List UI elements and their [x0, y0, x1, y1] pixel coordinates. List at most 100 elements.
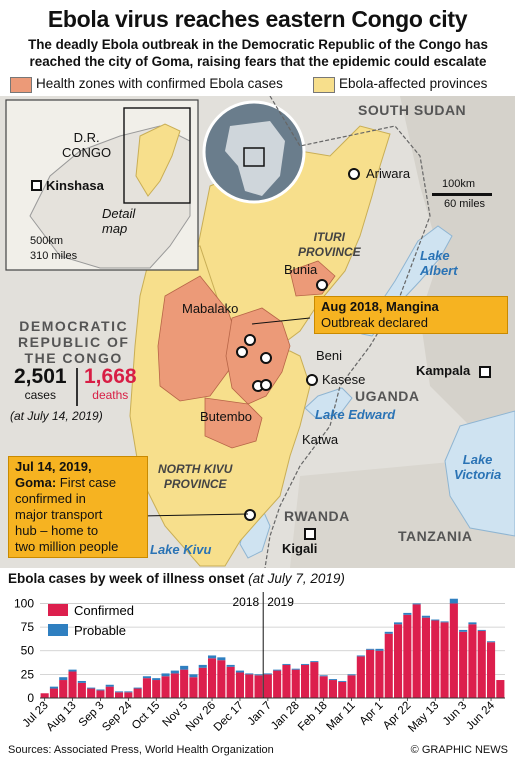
confirmed-bar [273, 670, 282, 698]
year-label-2019: 2019 [267, 595, 294, 609]
mangina-callout-text: Outbreak declared [321, 315, 428, 330]
lake-victoria [444, 410, 515, 537]
probable-bar [208, 655, 217, 659]
probable-bar [170, 670, 179, 674]
probable-bar [291, 668, 300, 670]
probable-bar [319, 675, 328, 677]
credit-text: © GRAPHIC NEWS [410, 744, 508, 756]
goma-callout-line-3: confirmed in [15, 491, 86, 506]
confirmed-bar [291, 669, 300, 698]
confirmed-bar [245, 674, 254, 698]
label-kasese: Kasese [322, 372, 366, 387]
province-swatch [313, 77, 335, 93]
probable-bar [180, 665, 189, 670]
probable-bar [366, 648, 375, 650]
health-zone-south [204, 397, 263, 449]
probable-bar [440, 621, 449, 623]
label-rwanda: RWANDA [284, 508, 350, 524]
drc-border [264, 96, 431, 568]
goma-callout-line-2: Goma: First case [15, 475, 141, 491]
label-tanzania: TANZANIA [398, 528, 473, 544]
confirmed-bar [301, 664, 310, 698]
stats-divider [76, 368, 78, 406]
confirmed-bar [338, 681, 347, 698]
x-tick-label: Sep 24 [100, 699, 135, 734]
confirmed-bar [496, 680, 505, 698]
inset-country-line-2: CONGO [62, 145, 112, 160]
probable-bar [459, 629, 468, 632]
confirmed-bar [142, 678, 151, 698]
confirmed-bar [96, 690, 105, 698]
probable-bar [403, 612, 412, 615]
lake-albert-line-1: Lake [420, 248, 450, 263]
label-drc: DEMOCRATIC REPUBLIC OF THE CONGO [18, 318, 129, 366]
probable-bar [87, 687, 96, 689]
confirmed-bar [328, 680, 337, 698]
inset-detail-line-1: Detail [102, 206, 136, 221]
stats-deaths: 1,668 deaths [84, 366, 137, 403]
label-mabalako: Mabalako [182, 301, 239, 316]
cases-value: 2,501 [14, 365, 67, 388]
kigali-marker [304, 528, 316, 540]
probable-bar [282, 663, 291, 665]
confirmed-bar [477, 630, 486, 698]
mabalako-marker [236, 346, 248, 358]
kampala-marker [479, 366, 491, 378]
katwa-marker [260, 379, 272, 391]
probable-bar [449, 598, 458, 604]
bunia-marker [316, 279, 328, 291]
confirmed-bar [394, 624, 403, 698]
label-south-sudan: SOUTH SUDAN [358, 102, 467, 118]
confirmed-bar [431, 620, 440, 698]
inset-detail-box [123, 107, 191, 204]
legend-confirmed-label: Confirmed [74, 603, 134, 618]
sources-text: Sources: Associated Press, World Health … [8, 744, 274, 756]
probable-bar [198, 664, 207, 668]
confirmed-bar [68, 671, 77, 698]
map: D.R. CONGO Kinshasa Detail map 500km 310… [0, 96, 515, 568]
confirmed-bar [412, 604, 421, 698]
x-tick-label: Nov 26 [184, 700, 218, 734]
mangina-marker [244, 334, 256, 346]
page-subtitle: The deadly Ebola outbreak in the Democra… [8, 36, 508, 70]
probable-bar [217, 657, 226, 661]
label-uganda: UGANDA [355, 388, 420, 404]
inset-capital-label: Kinshasa [46, 178, 104, 193]
label-kampala: Kampala [416, 363, 471, 378]
confirmed-bar [421, 617, 430, 698]
inset-detail-line-2: map [102, 221, 128, 236]
goma-callout-line-6: two million people [15, 539, 119, 554]
confirmed-bar [152, 680, 161, 698]
confirmed-bar [198, 667, 207, 698]
confirmed-bar [189, 677, 198, 698]
probable-bar [77, 680, 86, 683]
confirmed-bar [319, 676, 328, 698]
label-kigali: Kigali [282, 541, 318, 556]
inset-affected-area [135, 123, 181, 197]
inset-scale-km: 500km [30, 235, 64, 247]
drc-line-2: REPUBLIC OF [18, 334, 130, 350]
goma-callout-line-1: Jul 14, 2019, [15, 459, 92, 474]
globe-africa [225, 121, 285, 196]
label-lake-edward: Lake Edward [315, 407, 396, 422]
scale-bar [432, 193, 492, 196]
ituri-line-1: ITURI [313, 230, 346, 244]
north-kivu-line-1: NORTH KIVU [158, 462, 233, 476]
drc-line-1: DEMOCRATIC [19, 318, 129, 334]
legend-probable-swatch [48, 624, 68, 636]
probable-bar [142, 676, 151, 679]
probable-bar [431, 619, 440, 621]
probable-bar [189, 674, 198, 678]
health-zone-swatch [10, 77, 32, 93]
callout-goma: Jul 14, 2019, Goma: First case confirmed… [8, 456, 148, 558]
y-tick-label: 100 [14, 596, 34, 610]
confirmed-bar [263, 674, 272, 698]
probable-bar [105, 684, 114, 687]
y-tick-label: 50 [21, 644, 35, 658]
probable-bar [152, 678, 161, 681]
x-tick-label: Jan 28 [269, 700, 302, 733]
confirmed-bar [105, 686, 114, 698]
chart-title-main: Ebola cases by week of illness onset [8, 571, 245, 586]
label-ituri-province: ITURI PROVINCE [298, 230, 361, 260]
probable-bar [468, 622, 477, 625]
